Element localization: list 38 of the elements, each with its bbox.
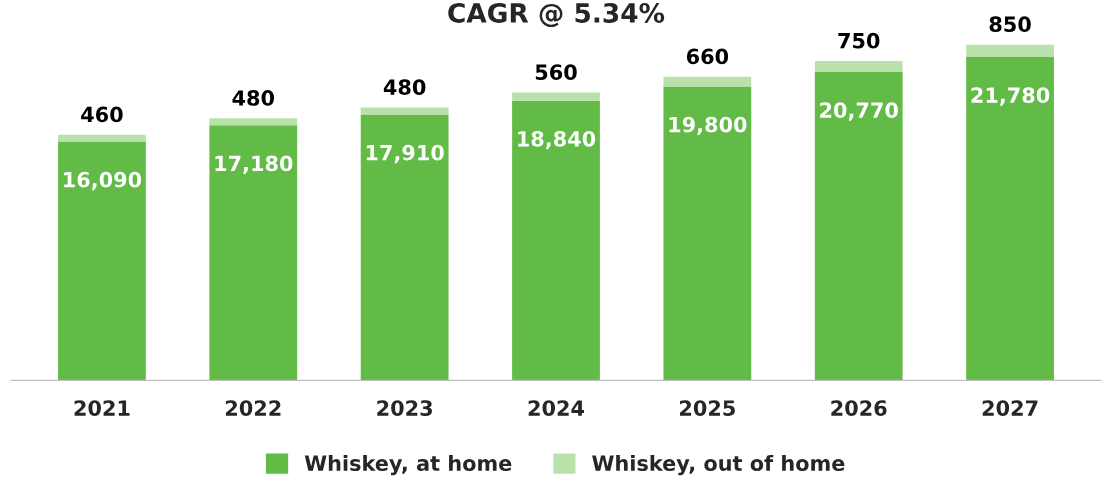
x-tick-label: 2027 [982,400,1038,416]
bar [966,57,1054,381]
bar [209,118,298,126]
data-label: 850 [989,16,1031,33]
data-label: 460 [81,106,123,123]
bar [209,125,298,381]
data-label: 480 [232,90,275,106]
legend-label: Whiskey, at home [304,454,512,476]
x-tick-label: 2022 [225,400,281,416]
bar [58,141,146,381]
bar [360,107,449,115]
x-tick-label: 2025 [680,400,735,416]
data-label: 21,780 [971,87,1050,106]
bar [512,100,600,381]
chart-title: CAGR @ 5.34% [448,2,665,28]
data-label: 560 [535,64,577,81]
bar [814,72,903,381]
legend-label: Whiskey, out of home [592,454,845,476]
x-tick-label: 2024 [528,400,585,416]
x-tick-label: 2026 [831,400,887,416]
x-tick-label: 2023 [377,400,432,416]
data-label: 660 [686,48,729,65]
data-label: 480 [383,79,426,96]
data-label: 18,840 [518,130,596,150]
bar [814,60,903,73]
bar [360,114,449,381]
bar [966,44,1054,58]
data-label: 17,180 [215,155,293,174]
bar [58,134,146,142]
data-label: 19,800 [669,116,747,136]
data-label: 750 [838,32,880,49]
bar [663,76,752,87]
bar [512,92,600,101]
data-label: 16,090 [64,171,142,191]
data-label: 17,910 [366,144,444,164]
bar [663,86,752,381]
x-tick-label: 2021 [74,400,130,416]
data-label: 20,770 [820,102,898,121]
